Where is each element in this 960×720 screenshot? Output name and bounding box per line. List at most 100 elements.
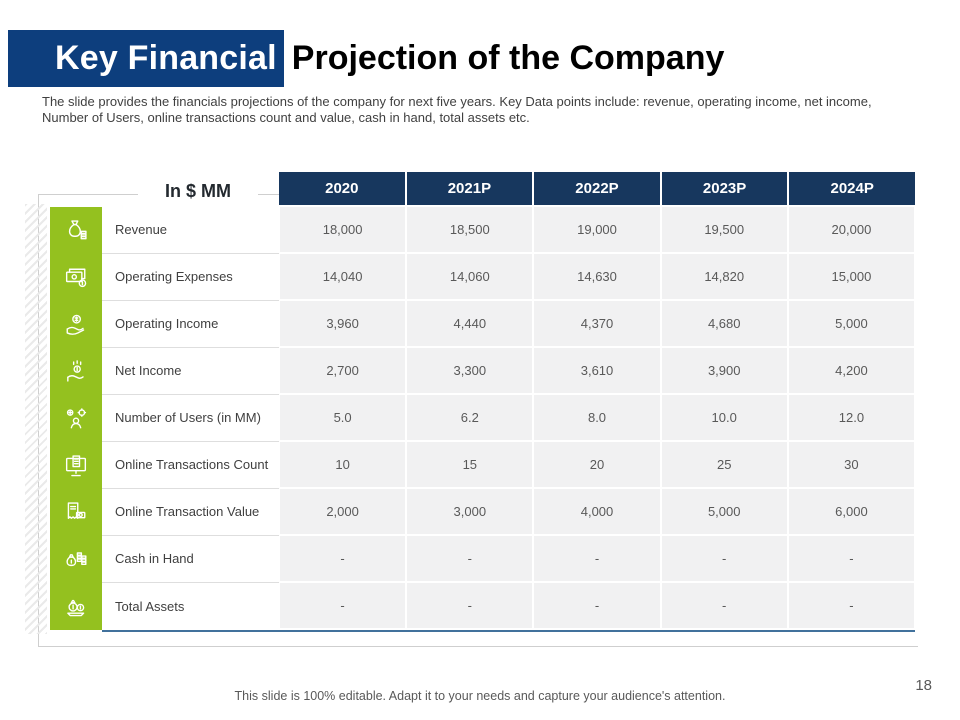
table-cell: - [280, 536, 406, 581]
table-cell: 4,000 [534, 489, 660, 534]
table-bottom-border [102, 630, 915, 632]
table-cell: 5,000 [661, 489, 787, 534]
table-cell: 14,040 [280, 254, 406, 299]
row-icon-cell [50, 395, 102, 442]
transactions-count-icon [62, 452, 90, 480]
operating-income-icon [62, 311, 90, 339]
unit-label: In $ MM [165, 181, 231, 201]
row-label: Online Transaction Value [115, 504, 260, 520]
table-cell: 18,500 [407, 207, 533, 252]
title-highlight: Key Financial [8, 30, 284, 87]
table-header-row: 2020 2021P 2022P 2023P 2024P [279, 172, 915, 205]
row-icon-cell [50, 442, 102, 489]
table-cell: 20 [534, 442, 660, 487]
bracket-line-top-right [258, 194, 279, 195]
row-icon-cell [50, 489, 102, 536]
total-assets-icon [62, 593, 90, 621]
table-row: Revenue 18,000 18,500 19,000 19,500 20,000 [50, 207, 915, 254]
table-cell: - [280, 583, 406, 628]
row-icon-cell [50, 536, 102, 583]
revenue-icon [62, 217, 90, 245]
table-cell: 30 [788, 442, 915, 487]
title-rest: Projection of the Company [291, 39, 725, 77]
row-label: Cash in Hand [115, 551, 194, 567]
cash-in-hand-icon [62, 546, 90, 574]
table-cell: 14,630 [534, 254, 660, 299]
table-cell: 5,000 [788, 301, 915, 346]
table-row: Net Income 2,700 3,300 3,610 3,900 4,200 [50, 348, 915, 395]
row-label: Operating Expenses [115, 269, 233, 285]
table-cell: 4,370 [534, 301, 660, 346]
hatch-decoration [25, 204, 47, 634]
table-cell: 10.0 [661, 395, 787, 440]
table-cell: - [407, 583, 533, 628]
table-cell: 18,000 [280, 207, 406, 252]
table-cell: - [788, 536, 915, 581]
table-cell: 4,680 [661, 301, 787, 346]
table-row: Operating Income 3,960 4,440 4,370 4,680 5,0… [50, 301, 915, 348]
table-row: Operating Expenses 14,040 14,060 14,630 14,… [50, 254, 915, 301]
row-icon-cell [50, 348, 102, 395]
table-row: Cash in Hand ----- [50, 536, 915, 583]
table-cell: 25 [661, 442, 787, 487]
operating-expenses-icon [62, 264, 90, 292]
table-cell: 2,000 [280, 489, 406, 534]
table-row: Online Transaction Value 2,000 3,000 4,000… [50, 489, 915, 536]
row-icon-cell [50, 583, 102, 630]
table-cell: 4,440 [407, 301, 533, 346]
table-cell: 14,820 [661, 254, 787, 299]
table-cell: 2,700 [280, 348, 406, 393]
table-cell: 19,000 [534, 207, 660, 252]
users-icon [62, 405, 90, 433]
table-row: Number of Users (in MM) 5.0 6.2 8.0 10.0 12.… [50, 395, 915, 442]
slide-description: The slide provides the financials projec… [42, 94, 922, 126]
table-cell: 3,300 [407, 348, 533, 393]
column-header: 2023P [661, 172, 788, 205]
row-label: Net Income [115, 363, 182, 379]
column-header: 2024P [789, 172, 915, 205]
table-cell: 10 [280, 442, 406, 487]
table-cell: 3,960 [280, 301, 406, 346]
table-cell: 4,200 [788, 348, 915, 393]
row-label: Number of Users (in MM) [115, 410, 261, 426]
table-cell: - [407, 536, 533, 581]
table-cell: 3,900 [661, 348, 787, 393]
description-line-1: The slide provides the financials projec… [42, 94, 872, 109]
table-cell: 3,000 [407, 489, 533, 534]
column-header: 2022P [534, 172, 660, 205]
row-icon-cell [50, 301, 102, 348]
table-cell: - [534, 583, 660, 628]
footer-note: This slide is 100% editable. Adapt it to… [234, 689, 726, 703]
table-cell: - [534, 536, 660, 581]
table-cell: - [788, 583, 915, 628]
row-icon-cell [50, 254, 102, 301]
row-label: Revenue [115, 222, 168, 238]
row-icon-cell [50, 207, 102, 254]
table-cell: 15,000 [788, 254, 915, 299]
table-cell: 6.2 [407, 395, 533, 440]
table-cell: 19,500 [661, 207, 787, 252]
table-cell: 8.0 [534, 395, 660, 440]
table-cell: - [661, 536, 787, 581]
row-label: Operating Income [115, 316, 219, 332]
bracket-line-top-left [38, 194, 138, 195]
bracket-line-bottom [38, 646, 918, 647]
table-cell: 12.0 [788, 395, 915, 440]
column-header: 2021P [406, 172, 533, 205]
table-cell: 5.0 [280, 395, 406, 440]
table-cell: 14,060 [407, 254, 533, 299]
net-income-icon [62, 358, 90, 386]
transaction-value-icon [62, 499, 90, 527]
table-row: Total Assets ----- [50, 583, 915, 630]
description-line-2: Number of Users, online transactions cou… [42, 110, 530, 125]
page-number: 18 [915, 677, 932, 694]
table-cell: 3,610 [534, 348, 660, 393]
table-cell: 6,000 [788, 489, 915, 534]
page-title: Key Financial Projection of the Company [8, 30, 724, 87]
column-header: 2020 [279, 172, 405, 205]
row-label: Total Assets [115, 598, 185, 614]
table-cell: 15 [407, 442, 533, 487]
financial-table-body: Revenue 18,000 18,500 19,000 19,500 20,000 O… [50, 207, 915, 630]
table-row: Online Transactions Count 10 15 20 25 30 [50, 442, 915, 489]
